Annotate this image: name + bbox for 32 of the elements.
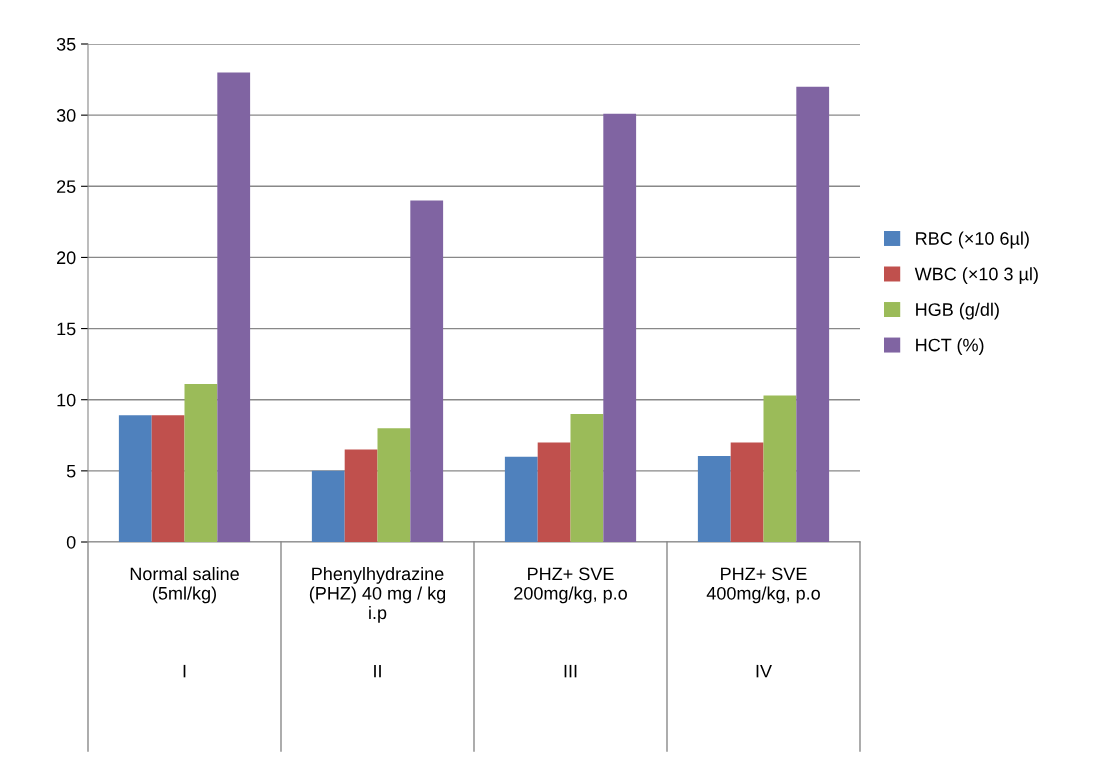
bar (344, 449, 378, 542)
y-tick-label: 35 (56, 37, 76, 51)
category-label: PHZ+ SVE 200mg/kg, p.o III (514, 567, 627, 678)
legend-label: RBC (×10 6µl) (916, 231, 1029, 249)
bar (311, 470, 345, 542)
y-tick-label: 10 (57, 393, 76, 407)
bar (537, 442, 571, 542)
bar (763, 395, 797, 542)
bar (697, 455, 731, 542)
y-tick-label: 15 (57, 322, 76, 336)
category-label: Normal saline (5ml/kg) I (130, 567, 239, 678)
bar (377, 428, 411, 542)
bar (118, 415, 152, 542)
bar (603, 113, 637, 542)
bar (217, 72, 251, 542)
y-tick-label: 30 (56, 109, 76, 122)
y-tick-label: 20 (57, 251, 76, 265)
legend-label: HGB (g/dl) (916, 302, 999, 320)
bar (796, 86, 830, 542)
legend-label: HCT (%) (916, 338, 984, 356)
y-tick-label: 5 (66, 464, 76, 478)
y-tick-label: 0 (66, 535, 76, 549)
bar (184, 384, 218, 542)
category-label: PHZ+ SVE 400mg/kg, p.o IV (706, 567, 820, 678)
y-tick-label: 25 (57, 180, 76, 194)
legend-label: WBC (×10 3 µl) (914, 267, 1038, 284)
bar (151, 415, 185, 542)
category-label: Phenylhydrazine (PHZ) 40 mg / kg i.p II (309, 567, 446, 678)
bar (570, 413, 604, 542)
bar (410, 200, 444, 542)
bar (504, 456, 538, 542)
bar (730, 442, 764, 542)
